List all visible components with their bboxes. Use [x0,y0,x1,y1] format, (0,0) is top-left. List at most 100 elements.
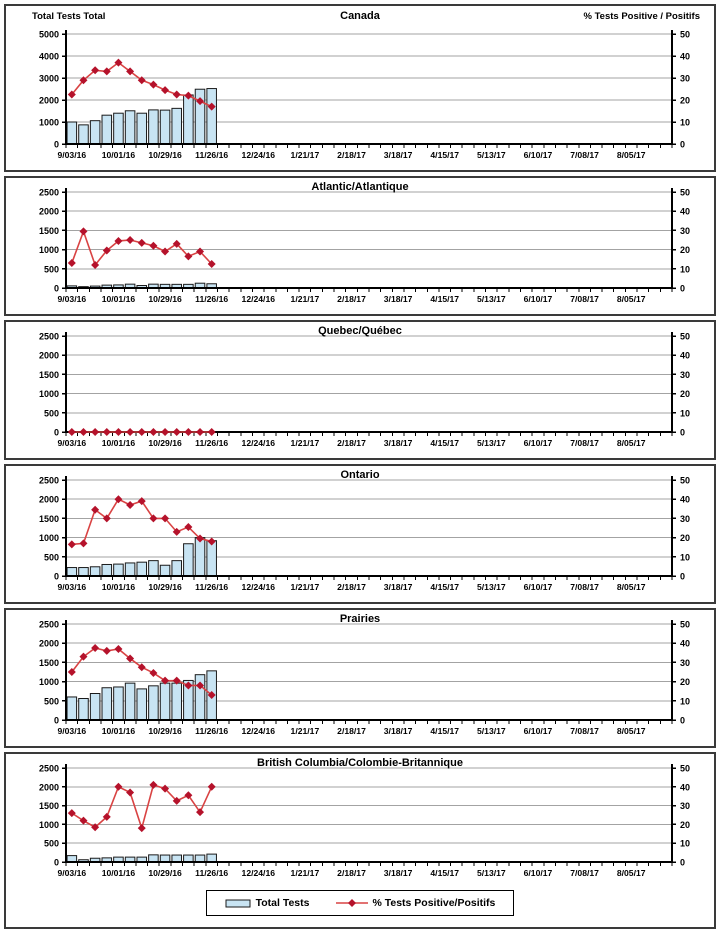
svg-text:2/18/17: 2/18/17 [337,726,366,736]
svg-text:1/21/17: 1/21/17 [291,150,320,160]
svg-text:2500: 2500 [39,188,59,198]
svg-text:500: 500 [44,264,59,274]
svg-text:2500: 2500 [39,764,59,774]
svg-text:50: 50 [680,764,690,774]
svg-text:500: 500 [44,552,59,562]
svg-text:5/13/17: 5/13/17 [477,868,506,878]
svg-text:30: 30 [680,658,690,668]
svg-text:8/05/17: 8/05/17 [617,726,646,736]
svg-text:5000: 5000 [39,30,59,40]
chart-panel-ontario: Ontario 0 500 1000 1500 2000 2500 0 10 20 30 40 50 9… [4,464,716,604]
left-axis-title: Total Tests Total [32,11,106,22]
svg-text:8/05/17: 8/05/17 [617,150,646,160]
svg-text:10/01/16: 10/01/16 [102,294,136,304]
svg-text:30: 30 [680,514,690,524]
svg-text:10: 10 [680,118,690,128]
svg-text:1500: 1500 [39,370,59,380]
svg-text:11/26/16: 11/26/16 [195,868,228,878]
ontario-chart-plot: 0 500 1000 1500 2000 2500 0 10 20 30 40 50 9/03/16 10… [39,476,690,593]
svg-text:10/01/16: 10/01/16 [102,438,136,448]
legend-box: Total Tests % Tests Positive/Positifs [205,890,515,916]
svg-text:0: 0 [54,572,59,582]
svg-text:9/03/16: 9/03/16 [57,150,86,160]
svg-text:0: 0 [54,716,59,726]
svg-text:10/29/16: 10/29/16 [148,868,182,878]
svg-text:20: 20 [680,96,690,106]
line-marker-swatch-icon [336,899,369,907]
svg-text:2000: 2000 [39,351,59,361]
svg-text:12/24/16: 12/24/16 [242,150,276,160]
svg-text:3/18/17: 3/18/17 [384,582,413,592]
svg-text:4/15/17: 4/15/17 [430,726,459,736]
svg-text:20: 20 [680,820,690,830]
svg-text:2500: 2500 [39,476,59,486]
svg-text:2000: 2000 [39,207,59,217]
svg-text:2000: 2000 [39,495,59,505]
canada-chart-plot: 0 1000 2000 3000 4000 5000 0 10 20 30 40 50 9/03/16 1… [39,30,690,161]
svg-text:10/01/16: 10/01/16 [102,150,136,160]
svg-text:2500: 2500 [39,620,59,630]
svg-text:9/03/16: 9/03/16 [57,868,86,878]
svg-text:1/21/17: 1/21/17 [291,868,320,878]
svg-text:8/05/17: 8/05/17 [617,438,646,448]
svg-text:1/21/17: 1/21/17 [291,294,320,304]
svg-text:0: 0 [54,428,59,438]
svg-text:40: 40 [680,639,690,649]
svg-text:50: 50 [680,30,690,40]
svg-text:10/01/16: 10/01/16 [102,726,136,736]
svg-text:50: 50 [680,476,690,486]
svg-text:9/03/16: 9/03/16 [57,582,86,592]
prairies-chart-plot: 0 500 1000 1500 2000 2500 0 10 20 30 40 50 9/03/16 10… [39,620,690,737]
svg-text:30: 30 [680,370,690,380]
svg-text:2/18/17: 2/18/17 [337,582,366,592]
svg-text:9/03/16: 9/03/16 [57,726,86,736]
svg-text:0: 0 [680,572,685,582]
svg-text:6/10/17: 6/10/17 [524,150,553,160]
svg-text:8/05/17: 8/05/17 [617,294,646,304]
svg-text:12/24/16: 12/24/16 [242,438,276,448]
right-axis-title: % Tests Positive / Positifs [583,11,700,22]
svg-text:6/10/17: 6/10/17 [524,294,553,304]
svg-text:1000: 1000 [39,533,59,543]
svg-text:40: 40 [680,495,690,505]
svg-text:7/08/17: 7/08/17 [570,868,599,878]
svg-text:8/05/17: 8/05/17 [617,868,646,878]
canada-chart-header: Total Tests Total Canada % Tests Positiv… [6,6,714,24]
chart-panel-quebec: Quebec/Québec 0 500 1000 1500 2000 2500 0 10 20 3… [4,320,716,460]
quebec-chart-plot: 0 500 1000 1500 2000 2500 0 10 20 30 40 50 9/03/16 10… [39,332,690,449]
svg-text:2000: 2000 [39,639,59,649]
svg-text:11/26/16: 11/26/16 [195,294,228,304]
svg-text:20: 20 [680,245,690,255]
svg-text:7/08/17: 7/08/17 [570,150,599,160]
svg-text:0: 0 [680,858,685,868]
svg-text:2500: 2500 [39,332,59,342]
svg-text:0: 0 [680,284,685,294]
svg-text:8/05/17: 8/05/17 [617,582,646,592]
svg-text:12/24/16: 12/24/16 [242,582,276,592]
svg-text:11/26/16: 11/26/16 [195,150,228,160]
svg-text:10/29/16: 10/29/16 [148,438,182,448]
svg-text:12/24/16: 12/24/16 [242,726,276,736]
svg-text:9/03/16: 9/03/16 [57,294,86,304]
svg-text:6/10/17: 6/10/17 [524,438,553,448]
svg-text:20: 20 [680,533,690,543]
legend-label-total-tests: Total Tests [255,897,310,909]
svg-text:1500: 1500 [39,226,59,236]
svg-text:4/15/17: 4/15/17 [430,582,459,592]
svg-text:4/15/17: 4/15/17 [430,294,459,304]
british-columbia-chart-plot: 0 500 1000 1500 2000 2500 0 10 20 30 40 50 9/03/16 10… [39,764,690,879]
svg-text:12/24/16: 12/24/16 [242,294,276,304]
svg-text:40: 40 [680,207,690,217]
svg-text:10/29/16: 10/29/16 [148,582,182,592]
svg-text:1/21/17: 1/21/17 [291,438,320,448]
svg-text:5/13/17: 5/13/17 [477,294,506,304]
svg-text:6/10/17: 6/10/17 [524,726,553,736]
svg-text:12/24/16: 12/24/16 [242,868,276,878]
svg-text:7/08/17: 7/08/17 [570,294,599,304]
svg-text:4/15/17: 4/15/17 [430,868,459,878]
svg-text:10/01/16: 10/01/16 [102,868,136,878]
svg-text:10: 10 [680,696,690,706]
chart-panel-prairies: Prairies 0 500 1000 1500 2000 2500 0 10 20 30 40 50… [4,608,716,748]
svg-text:7/08/17: 7/08/17 [570,438,599,448]
